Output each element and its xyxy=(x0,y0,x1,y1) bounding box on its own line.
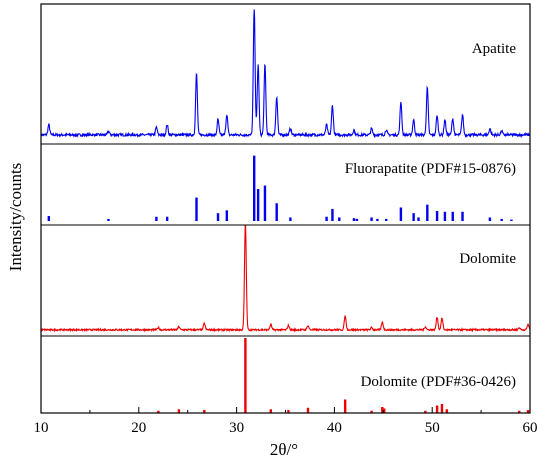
panel-1 xyxy=(40,9,531,139)
panel-label-dolomite: Dolomite xyxy=(459,251,516,267)
series-line xyxy=(40,9,531,139)
plot-border xyxy=(40,3,531,414)
x-tick-label: 50 xyxy=(425,420,440,436)
panel-label-dolomite-reference: Dolomite (PDF#36-0426) xyxy=(361,374,516,390)
plot-frame xyxy=(40,3,531,414)
panel-2 xyxy=(47,155,513,221)
series-line xyxy=(40,224,531,333)
tick-layer: 10 20 30 40 50 60 xyxy=(34,407,538,436)
x-tick-label: 10 xyxy=(34,420,49,436)
panels-layer xyxy=(40,9,531,413)
y-axis-title: Intensity/counts xyxy=(6,163,25,272)
x-tick-label: 20 xyxy=(131,420,146,436)
panel-label-fluorapatite-reference: Fluorapatite (PDF#15-0876) xyxy=(345,161,516,177)
panel-4 xyxy=(157,338,530,413)
x-tick-label: 60 xyxy=(523,420,538,436)
x-axis-title: 2θ/° xyxy=(270,440,298,459)
x-tick-label: 30 xyxy=(229,420,244,436)
panel-3 xyxy=(40,224,531,333)
x-tick-label: 40 xyxy=(327,420,342,436)
panel-label-apatite: Apatite xyxy=(472,41,516,57)
